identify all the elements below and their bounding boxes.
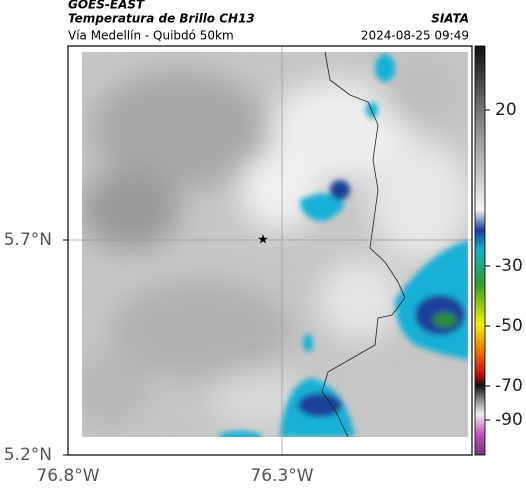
colorbar-tick-label: -90 [495,410,523,430]
lon-label: 76.3°W [250,466,313,486]
colorbar-tick-label: -30 [495,256,523,276]
brand: SIATA [431,12,469,26]
lat-label: 5.2°N [4,445,52,465]
colorbar-ticks: 20 -30 -50 -70 -90 [485,100,523,430]
subtitle: Vía Medellín - Quibdó 50km [68,29,234,43]
location-star: ★ [257,233,269,248]
source: GOES-EAST [68,0,145,12]
timestamp: 2024-08-25 09:49 [361,29,469,43]
title: Temperatura de Brillo CH13 [68,12,255,26]
colorbar-tick-label: -70 [495,376,523,396]
colorbar-tick-label: 20 [495,100,517,120]
colorbar [474,45,486,456]
colorbar-tick-label: -50 [495,316,523,336]
lon-label: 76.8°W [36,466,99,486]
lat-label: 5.7°N [4,230,52,250]
satellite-image [82,52,468,437]
